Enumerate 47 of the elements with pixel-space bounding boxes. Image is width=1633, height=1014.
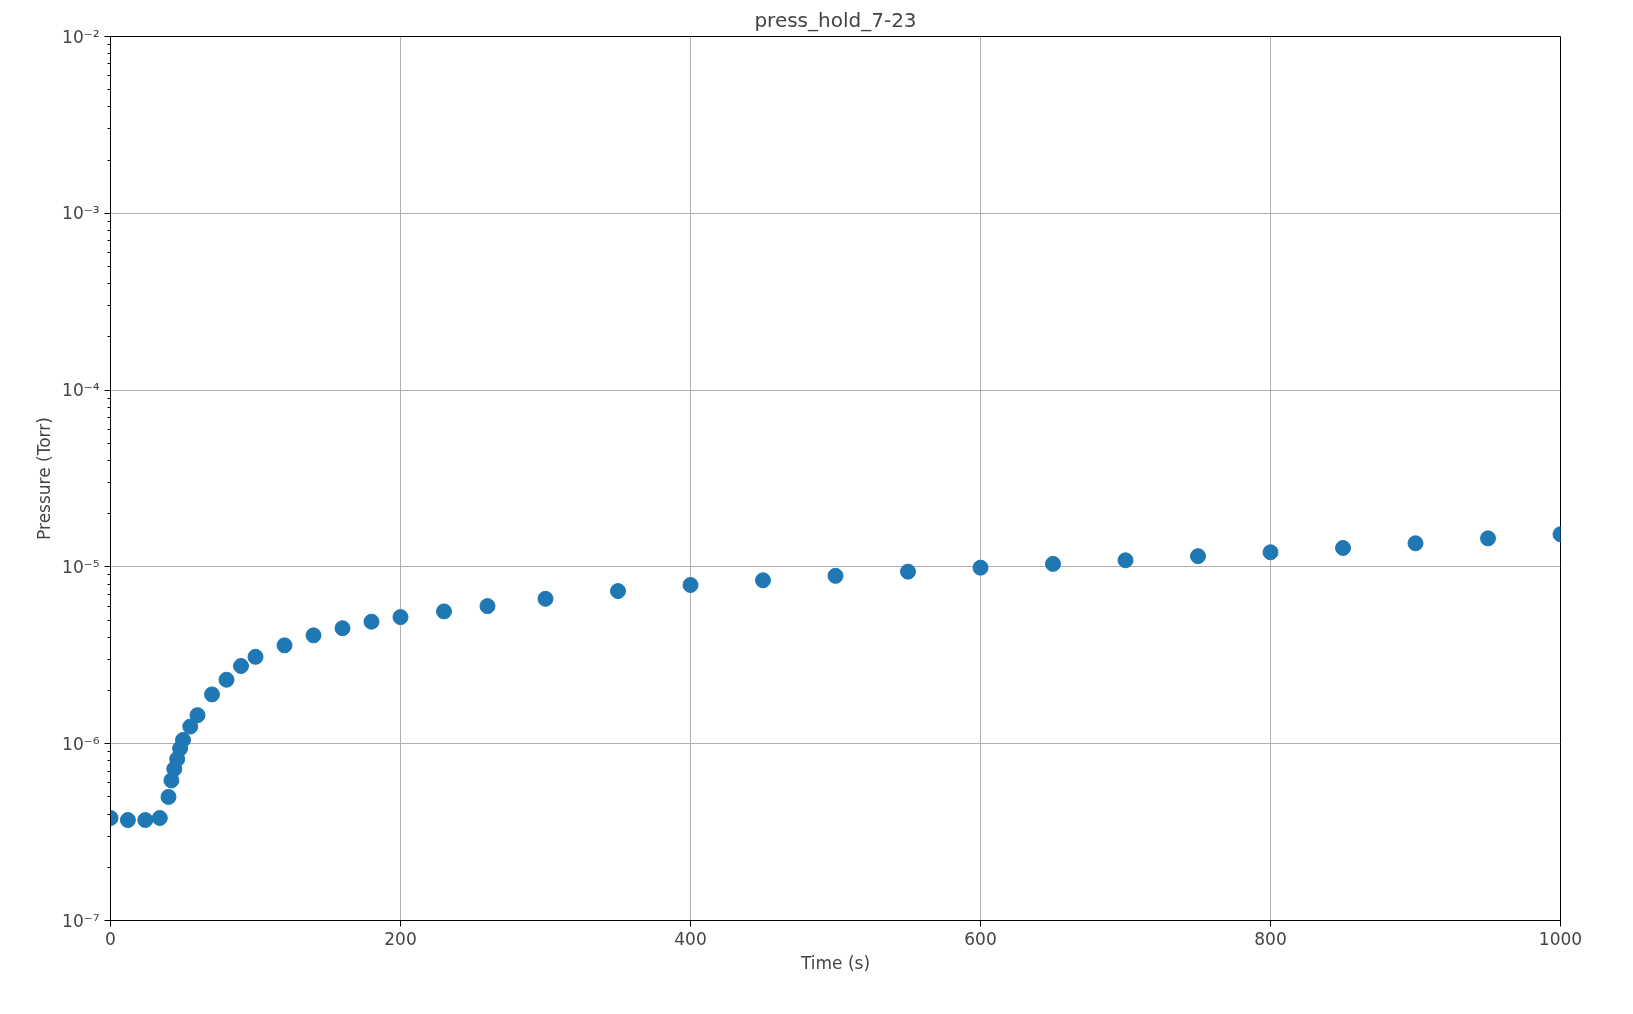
point [363,613,380,630]
y-tick-label: 10⁻⁶ [62,733,100,754]
point [755,572,771,589]
point [392,609,409,626]
y-tick-label: 10⁻⁴ [62,380,100,401]
point [827,567,844,584]
point [900,563,916,580]
point [610,583,626,600]
point [1335,539,1351,556]
point [218,671,235,688]
point [436,603,452,620]
point [1480,530,1496,547]
point [305,627,322,644]
point [233,658,249,675]
y-tick-label: 10⁻³ [62,203,100,224]
point [1407,535,1424,552]
point [972,559,989,576]
y-tick-label: 10⁻² [62,26,100,47]
point [1117,552,1134,569]
point [175,731,191,748]
point [682,577,699,593]
chart-title: press_hold_7-23 [754,7,917,32]
y-tick-label: 10⁻⁵ [62,556,100,577]
x-tick-label: 800 [1254,928,1287,949]
y-tick-label: 10⁻⁷ [62,910,100,931]
point [204,686,220,703]
y-axis-title: Pressure (Torr) [34,417,55,540]
point [537,590,554,607]
point [160,788,177,805]
x-tick-label: 400 [674,928,707,949]
x-tick-label: 1000 [1538,928,1583,949]
point [189,707,206,724]
point [247,648,264,665]
x-axis-title: Time (s) [799,952,871,973]
point [1262,544,1279,561]
point [276,637,293,654]
point [182,718,199,735]
point [1045,555,1061,572]
x-tick-label: 200 [384,928,417,949]
point [151,810,168,826]
point [119,812,136,829]
point [334,620,351,637]
x-tick-label: 600 [964,928,997,949]
point [137,812,154,829]
point [479,598,496,615]
point [1190,548,1206,565]
x-tick-label: 0 [105,928,116,949]
